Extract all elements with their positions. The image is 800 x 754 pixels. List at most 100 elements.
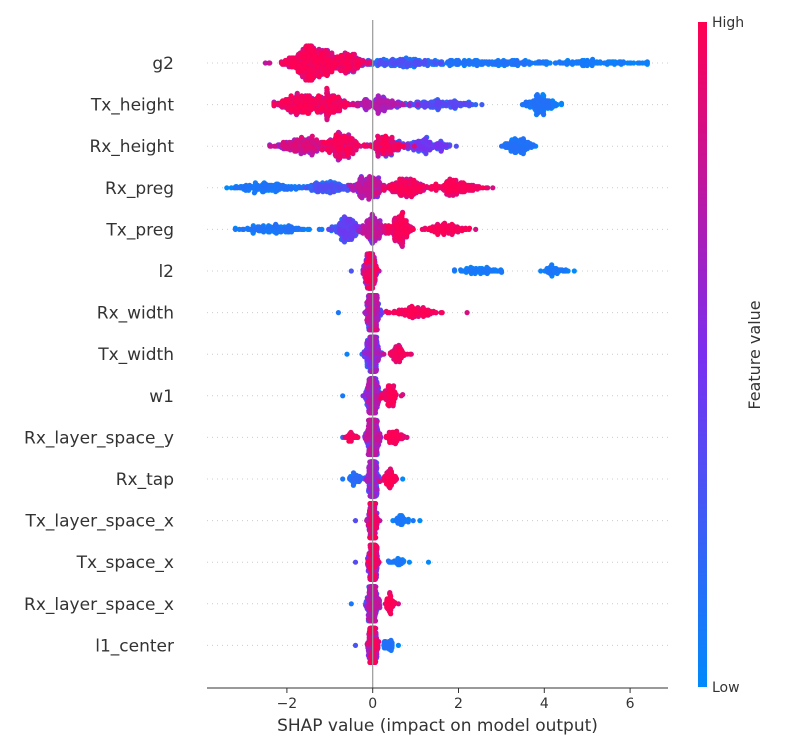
shap-point (349, 268, 354, 273)
shap-point (301, 142, 306, 147)
shap-point (342, 228, 347, 233)
shap-point (586, 60, 591, 65)
shap-point (435, 141, 440, 146)
shap-point (380, 141, 385, 146)
shap-point (387, 147, 392, 152)
shap-point (338, 68, 343, 73)
shap-point (461, 101, 466, 106)
shap-point (317, 227, 322, 232)
shap-point (266, 224, 271, 229)
shap-point (326, 227, 331, 232)
shap-point (423, 101, 428, 106)
shap-point (356, 62, 361, 67)
shap-point (305, 139, 310, 144)
shap-point (418, 60, 423, 65)
shap-point (451, 229, 456, 234)
shap-point (286, 227, 291, 232)
shap-point (328, 98, 333, 103)
shap-point (323, 72, 328, 77)
shap-point (384, 60, 389, 65)
shap-point (324, 86, 329, 91)
shap-point (547, 105, 552, 110)
shap-point (381, 187, 386, 192)
shap-point (361, 59, 366, 64)
shap-point (460, 228, 465, 233)
shap-point (319, 50, 324, 55)
shap-point (602, 60, 607, 65)
shap-point (427, 140, 432, 145)
shap-point (240, 227, 245, 232)
shap-point (301, 55, 306, 60)
shap-point (309, 48, 314, 53)
shap-point (377, 98, 382, 103)
shap-point (489, 268, 494, 273)
shap-point (272, 144, 277, 149)
shap-point (294, 111, 299, 116)
shap-point (452, 267, 457, 272)
shap-point (578, 60, 583, 65)
shap-point (296, 69, 301, 74)
shap-point (371, 226, 376, 231)
shap-point (317, 183, 322, 188)
shap-point (402, 179, 407, 184)
shap-point (299, 135, 304, 140)
shap-point (572, 268, 577, 273)
shap-point (391, 62, 396, 67)
shap-point (344, 146, 349, 151)
shap-point (355, 102, 360, 107)
shap-point (296, 63, 301, 68)
shap-point (247, 183, 252, 188)
shap-point (355, 142, 360, 147)
shap-point (233, 227, 238, 232)
shap-point (559, 102, 564, 107)
shap-point (549, 263, 554, 268)
shap-point (376, 111, 381, 116)
shap-point (330, 189, 335, 194)
shap-point (535, 96, 540, 101)
shap-point (420, 227, 425, 232)
shap-point (304, 45, 309, 50)
shap-point (331, 110, 336, 115)
shap-point (467, 101, 472, 106)
feature-label: w1 (149, 387, 174, 407)
shap-point (312, 59, 317, 64)
shap-point (324, 185, 329, 190)
shap-point (289, 93, 294, 98)
shap-point (350, 184, 355, 189)
shap-point (308, 97, 313, 102)
shap-point (322, 140, 327, 145)
shap-point (499, 268, 504, 273)
shap-point (315, 64, 320, 69)
shap-point (541, 100, 546, 105)
shap-point (290, 63, 295, 68)
shap-point (456, 58, 461, 63)
shap-point (318, 55, 323, 60)
feature-label: Rx_layer_space_y (24, 428, 174, 448)
shap-point (329, 50, 334, 55)
shap-point (528, 144, 533, 149)
shap-point (570, 59, 575, 64)
shap-point (342, 236, 347, 241)
shap-point (403, 187, 408, 192)
shap-point (267, 144, 272, 149)
shap-point (241, 185, 246, 190)
shap-point (499, 144, 504, 149)
shap-point (487, 59, 492, 64)
shap-point (336, 135, 341, 140)
feature-label: Rx_tap (116, 470, 174, 490)
shap-point (565, 60, 570, 65)
shap-point (317, 73, 322, 78)
shap-point (435, 224, 440, 229)
shap-point (296, 226, 301, 231)
shap-point (448, 100, 453, 105)
shap-point (255, 227, 260, 232)
shap-point (545, 270, 550, 275)
shap-point (301, 110, 306, 115)
shap-point (320, 147, 325, 152)
shap-point (552, 268, 557, 273)
shap-point (535, 111, 540, 116)
shap-point (433, 60, 438, 65)
shap-point (452, 183, 457, 188)
shap-point (462, 189, 467, 194)
